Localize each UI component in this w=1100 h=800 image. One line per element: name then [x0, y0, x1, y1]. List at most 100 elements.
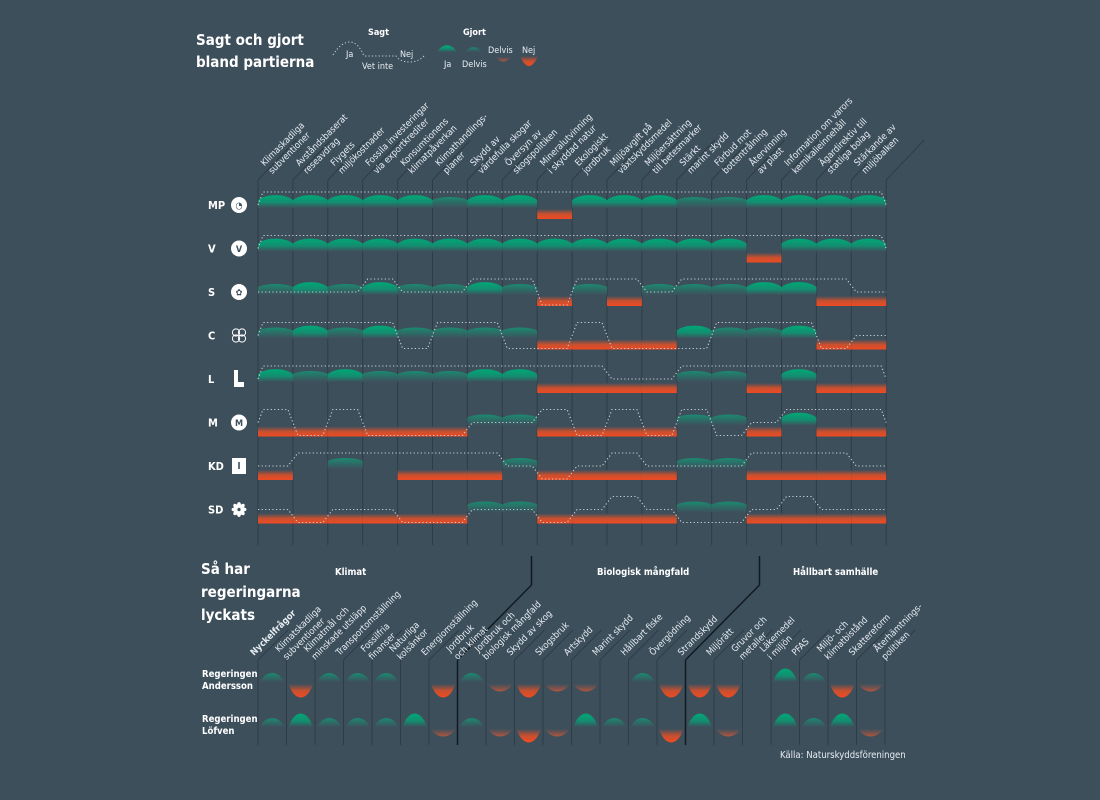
done-mark-c-2 [327, 327, 363, 339]
done-mark-v-15 [781, 238, 817, 252]
done-mark-s-2 [327, 284, 363, 295]
government-label-line1: Regeringen [202, 714, 258, 725]
government-mark-1-13 [602, 718, 627, 727]
svg-text:✿: ✿ [236, 289, 243, 299]
header-slant-line [292, 139, 332, 181]
done-mark-c-0 [258, 327, 293, 339]
done-mark-mp-8 [537, 209, 573, 219]
government-mark-1-22 [858, 729, 883, 737]
header-slant-line [501, 139, 541, 181]
done-mark-c-17 [851, 339, 887, 350]
done-mark-sd-15 [781, 513, 817, 524]
done-mark-sd-10 [607, 513, 642, 524]
government-row-regeringen-andersson [260, 668, 883, 698]
done-mark-m-10 [607, 426, 642, 437]
done-mark-mp-0 [258, 195, 293, 208]
header-slant-line [676, 139, 716, 181]
government-mark-1-3 [317, 718, 342, 727]
header-slant-line [781, 139, 820, 181]
done-mark-c-5 [432, 327, 468, 339]
government-label-line2: Löfven [202, 726, 235, 737]
done-mark-m-16 [816, 426, 852, 437]
said-line-sd [258, 495, 887, 524]
done-mark-m-4 [397, 426, 433, 437]
party-label-kd: KD [208, 460, 224, 473]
party-label-v: V [208, 243, 216, 256]
done-mark-kd-6 [467, 470, 503, 480]
government-mark-1-19 [773, 713, 798, 727]
done-mark-sd-14 [746, 513, 782, 524]
government-mark-1-1 [260, 718, 285, 727]
done-mark-kd-8 [537, 470, 573, 480]
header-slant-line [397, 139, 436, 181]
done-mark-m-13 [711, 414, 747, 426]
government-mark-1-14 [630, 718, 655, 727]
done-mark-m-2 [327, 426, 363, 437]
done-mark-sd-6 [467, 501, 503, 513]
legend-done-nej: Nej [522, 46, 535, 56]
party-row-sd [258, 495, 887, 524]
government-mark-0-21 [830, 684, 855, 698]
government-mark-0-1 [260, 673, 285, 682]
done-mark-s-11 [641, 284, 677, 295]
party-row-l [257, 365, 887, 393]
section2-title-line3: lyckats [201, 606, 255, 624]
header-slant-line [571, 139, 611, 181]
done-mark-mp-2 [327, 195, 363, 208]
government-mark-1-6 [402, 713, 427, 727]
government-mark-0-17 [716, 684, 741, 698]
group-label-hallbart-samhalle: Hållbart samhälle [793, 567, 878, 578]
header-slant-line [599, 629, 631, 661]
done-mark-mp-1 [292, 195, 328, 208]
header-slant-line [770, 629, 802, 661]
done-mark-m-1 [292, 426, 328, 437]
party-label-c: C [208, 330, 215, 343]
government-mark-1-20 [801, 718, 826, 727]
done-mark-mp-14 [746, 195, 782, 208]
done-mark-s-14 [746, 282, 782, 295]
party-label-mp: MP [208, 199, 225, 212]
legend-said-ja: Ja [345, 50, 353, 60]
done-mark-v-14 [746, 252, 782, 263]
done-mark-kd-2 [327, 458, 363, 469]
header-slant-line [816, 139, 855, 181]
done-mark-mp-15 [781, 195, 817, 208]
header-slant-line [371, 629, 403, 661]
done-mark-l-11 [641, 383, 677, 393]
done-mark-mp-9 [572, 195, 607, 208]
done-mark-kd-13 [711, 458, 747, 469]
done-mark-s-3 [362, 282, 398, 295]
done-mark-c-4 [397, 327, 433, 339]
done-mark-l-14 [746, 383, 782, 393]
done-mark-s-1 [292, 282, 328, 295]
government-mark-1-5 [374, 718, 399, 727]
header-slant-line [850, 139, 890, 181]
government-mark-0-20 [801, 673, 826, 682]
legend-done-delvis-neg: Delvis [488, 46, 513, 56]
done-mark-sd-12 [676, 501, 712, 513]
done-mark-mp-16 [816, 195, 852, 208]
header-slant-line [362, 139, 402, 181]
said-line-s [258, 278, 887, 306]
legend: Sagt Ja Vet inte Nej Gjort Ja Delvis Del… [332, 28, 538, 72]
done-mark-s-16 [816, 296, 852, 306]
government-mark-1-12 [573, 713, 598, 727]
party-row-kd [258, 452, 887, 480]
done-mark-v-4 [397, 238, 433, 252]
party-label-sd: SD [208, 504, 223, 517]
said-line-c [257, 321, 887, 350]
done-mark-c-6 [467, 327, 503, 339]
done-mark-v-3 [362, 238, 398, 252]
bottom-grid [257, 556, 916, 745]
done-mark-sd-8 [537, 513, 573, 524]
group-divider-slant [456, 584, 533, 661]
done-mark-s-12 [676, 284, 712, 295]
header-slant-line [711, 139, 751, 181]
done-mark-l-13 [711, 371, 747, 382]
party-row-c [257, 321, 887, 350]
svg-text:V: V [236, 245, 243, 255]
header-slant-line [799, 629, 830, 661]
done-mark-s-13 [711, 284, 747, 295]
legend-done-nej-mark [520, 56, 538, 66]
